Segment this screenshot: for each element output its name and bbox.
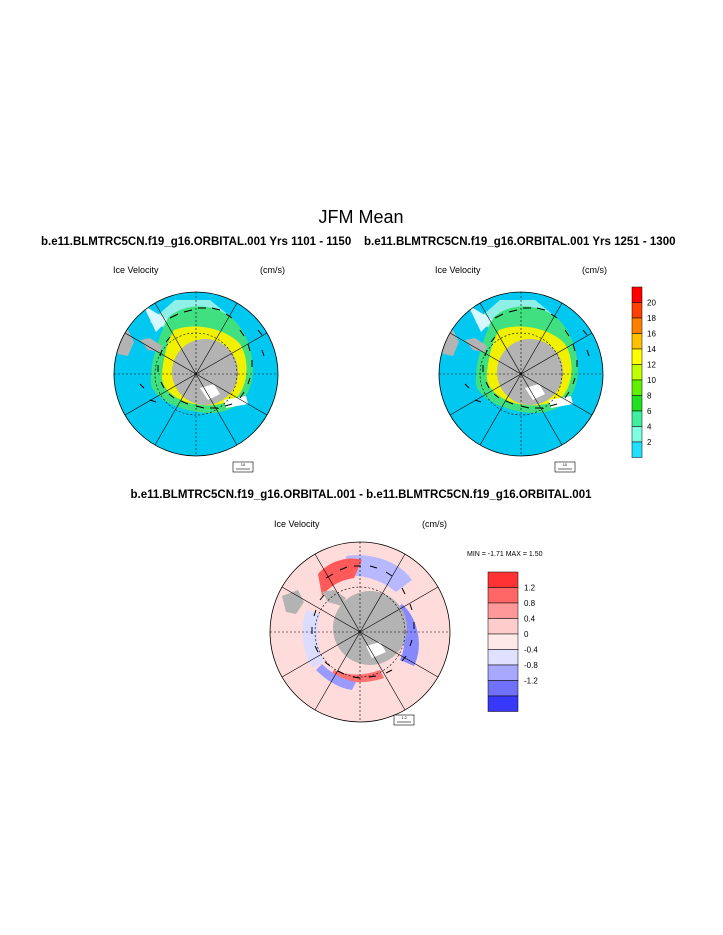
diff-minmax-label: MIN = -1.71 MAX = 1.50 bbox=[467, 551, 543, 558]
left-panel-label: Ice Velocity bbox=[113, 265, 159, 275]
diff-title: b.e11.BLMTRC5CN.f19_g16.ORBITAL.001 - b.… bbox=[131, 489, 593, 501]
difference-colorbar-swatch bbox=[487, 649, 519, 666]
speed-colorbar-swatch bbox=[631, 348, 643, 365]
diff-map-peninsula bbox=[322, 590, 346, 606]
difference-colorbar-tick-label: 0 bbox=[524, 630, 529, 639]
difference-colorbar-swatch bbox=[487, 680, 519, 697]
speed-colorbar-swatch bbox=[631, 441, 643, 458]
left-map-ice-shelf bbox=[200, 384, 220, 400]
diff-map-border bbox=[269, 541, 451, 723]
left-panel-units: (cm/s) bbox=[260, 265, 285, 275]
diff-map-south-america bbox=[282, 590, 304, 614]
diff-map-features bbox=[270, 542, 450, 722]
right-panel-units: (cm/s) bbox=[582, 265, 607, 275]
difference-colorbar-swatch bbox=[487, 695, 519, 712]
speed-colorbar-tick-label: 6 bbox=[647, 407, 652, 416]
speed-colorbar-tick-label: 14 bbox=[647, 345, 656, 354]
speed-colorbar-swatch bbox=[631, 410, 643, 427]
speed-colorbar: 20 18 16 14 12 10 8 6 4 2 bbox=[631, 286, 656, 458]
speed-colorbar-swatch bbox=[631, 302, 643, 319]
difference-colorbar-swatch bbox=[487, 587, 519, 604]
diff-map-grid bbox=[270, 542, 450, 722]
speed-colorbar-tick-label: 10 bbox=[647, 376, 656, 385]
speed-colorbar-swatch bbox=[631, 364, 643, 381]
left-map-features bbox=[114, 292, 278, 456]
right-map-features bbox=[439, 292, 603, 456]
right-map: 10 bbox=[438, 291, 604, 473]
diff-panel-units: (cm/s) bbox=[422, 519, 447, 529]
right-map-ice-wedge bbox=[468, 305, 493, 332]
speed-colorbar-tick-label: 8 bbox=[647, 392, 652, 401]
speed-colorbar-tick-label: 20 bbox=[647, 299, 656, 308]
speed-colorbar-swatch bbox=[631, 317, 643, 334]
right-ref-vector-label: 10 bbox=[563, 462, 568, 467]
speed-colorbar-swatch bbox=[631, 286, 643, 303]
left-map: 10 bbox=[113, 291, 279, 473]
left-map-border bbox=[113, 291, 279, 457]
difference-colorbar-swatch bbox=[487, 633, 519, 650]
left-map-grid bbox=[114, 292, 278, 456]
speed-colorbar-swatch bbox=[631, 426, 643, 443]
diff-map-red-north bbox=[318, 558, 362, 596]
left-map-peninsula bbox=[140, 338, 162, 352]
diff-map-blue-north bbox=[344, 555, 412, 592]
diff-map-pale-blue-west bbox=[302, 610, 324, 668]
difference-colorbar-tick-label: -0.8 bbox=[524, 661, 538, 670]
difference-colorbar-tick-label: -0.4 bbox=[524, 646, 538, 655]
right-map-peninsula bbox=[465, 338, 487, 352]
speed-colorbar-swatch bbox=[631, 379, 643, 396]
difference-colorbar-swatch bbox=[487, 664, 519, 681]
diff-ref-vector-label: 1.2 bbox=[401, 715, 407, 720]
diff-map-blue-south bbox=[316, 664, 356, 690]
difference-colorbar-swatch bbox=[487, 618, 519, 635]
diff-panel-label: Ice Velocity bbox=[274, 519, 320, 529]
speed-colorbar-swatch bbox=[631, 395, 643, 412]
right-ref-vector-box bbox=[554, 461, 576, 473]
difference-colorbar-tick-label: 1.2 bbox=[524, 584, 536, 593]
speed-colorbar-tick-label: 18 bbox=[647, 314, 656, 323]
right-panel-label: Ice Velocity bbox=[435, 265, 481, 275]
speed-colorbar-tick-label: 16 bbox=[647, 330, 656, 339]
difference-colorbar: 1.2 0.8 0.4 0 -0.4 -0.8 -1.2 bbox=[487, 571, 538, 712]
left-map-ice-wedge bbox=[143, 305, 168, 332]
left-ref-vector-box bbox=[232, 461, 254, 473]
left-ref-vector-label: 10 bbox=[241, 462, 246, 467]
diff-ref-vector-box bbox=[393, 714, 415, 726]
case-right-title: b.e11.BLMTRC5CN.f19_g16.ORBITAL.001 Yrs … bbox=[364, 236, 675, 248]
difference-colorbar-tick-label: -1.2 bbox=[524, 677, 538, 686]
diff-map-vectors bbox=[311, 565, 415, 679]
right-map-grid bbox=[439, 292, 603, 456]
diff-map-ice-shelf bbox=[366, 642, 386, 658]
speed-colorbar-swatch bbox=[631, 333, 643, 350]
left-map-vectors bbox=[139, 307, 265, 409]
right-map-vectors bbox=[464, 307, 590, 409]
difference-colorbar-tick-label: 0.8 bbox=[524, 599, 536, 608]
case-left-title: b.e11.BLMTRC5CN.f19_g16.ORBITAL.001 Yrs … bbox=[41, 236, 351, 248]
main-title: JFM Mean bbox=[318, 207, 403, 227]
speed-colorbar-tick-label: 12 bbox=[647, 361, 656, 370]
right-map-ice-shelf bbox=[525, 384, 545, 400]
difference-colorbar-swatch bbox=[487, 571, 519, 588]
speed-colorbar-tick-label: 4 bbox=[647, 423, 652, 432]
right-map-border bbox=[438, 291, 604, 457]
speed-colorbar-tick-label: 2 bbox=[647, 438, 652, 447]
diff-map: 1.2 bbox=[269, 541, 451, 726]
difference-colorbar-swatch bbox=[487, 602, 519, 619]
difference-colorbar-tick-label: 0.4 bbox=[524, 615, 536, 624]
